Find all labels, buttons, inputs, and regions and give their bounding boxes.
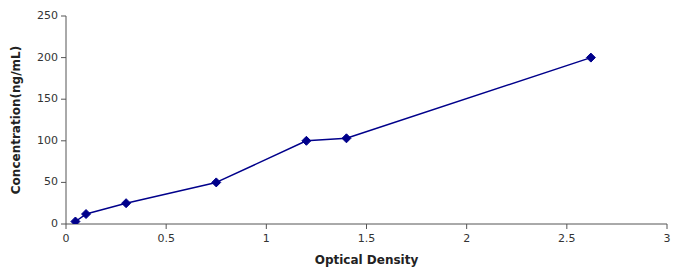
y-tick-label: 0 [51,217,58,230]
y-tick-label: 250 [37,9,58,22]
y-tick-label: 150 [37,92,58,105]
x-tick [466,224,467,229]
x-tick-label: 1.5 [358,232,376,245]
y-tick-label: 100 [37,134,58,147]
data-line [75,58,590,222]
y-tick-label: 50 [44,175,58,188]
data-point [302,136,311,145]
y-tick [61,140,66,141]
x-tick-label: 2 [463,232,470,245]
x-tick-label: 1 [263,232,270,245]
x-axis-line [66,224,667,225]
y-tick [61,16,66,17]
x-tick [667,224,668,229]
x-tick [366,224,367,229]
x-tick-label: 2.5 [558,232,576,245]
plot-area [71,53,595,224]
x-tick-label: 0 [63,232,70,245]
data-point [212,178,221,187]
chart-svg: 0 50 100 150 200 250 0 0.5 1 1.5 2 2.5 3 Optical Dens… [0,0,689,272]
y-tick-label: 200 [37,51,58,64]
x-tick-label: 3 [664,232,671,245]
x-tick-label: 0.5 [157,232,175,245]
data-point [82,210,91,219]
data-point [122,199,131,208]
y-tick [61,57,66,58]
y-tick [61,224,66,225]
y-axis-title: Concentration(ng/mL) [9,46,23,194]
data-point [586,53,595,62]
x-tick [266,224,267,229]
x-axis: 0 0.5 1 1.5 2 2.5 3 [63,224,671,245]
data-point [71,217,80,224]
y-tick [61,182,66,183]
y-tick [61,99,66,100]
chart-container: 0 50 100 150 200 250 0 0.5 1 1.5 2 2.5 3 Optical Dens… [0,0,689,272]
x-tick [166,224,167,229]
x-tick [566,224,567,229]
data-point [342,134,351,143]
x-axis-title: Optical Density [315,253,419,267]
x-tick [66,224,67,229]
y-axis-line [66,16,67,224]
y-axis: 0 50 100 150 200 250 [37,9,66,230]
